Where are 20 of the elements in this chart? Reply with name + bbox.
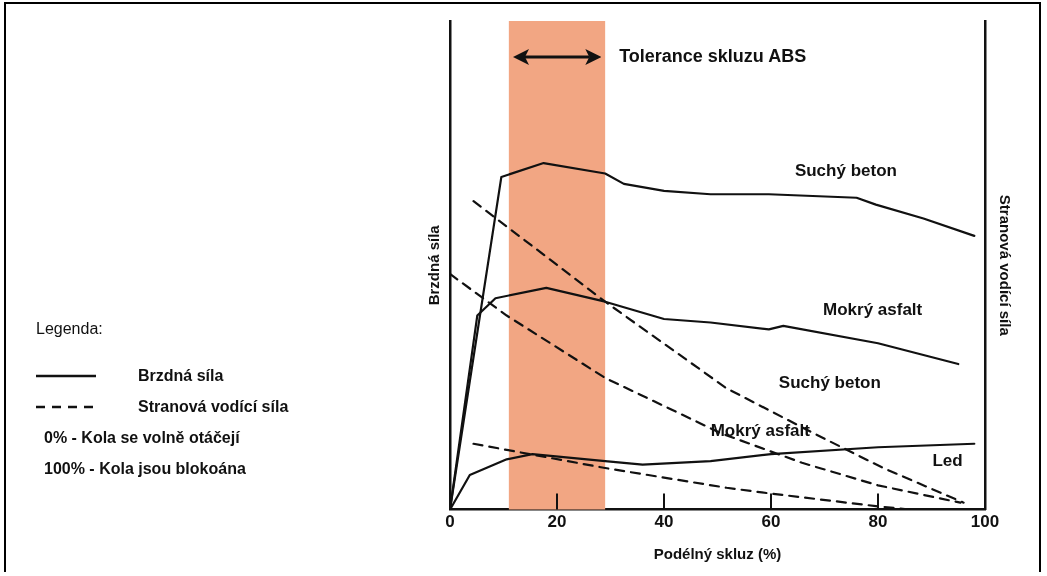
text: 0% - Kola se volně otáčejí [44, 428, 240, 447]
text: 100% - Kola jsou blokoána [44, 459, 246, 478]
x-tick-label: 40 [654, 512, 674, 532]
text: Stranová vodící síla [138, 397, 289, 416]
legend-title: Legenda: [36, 320, 104, 338]
series-label: Mokrý asfalt [710, 421, 811, 441]
x-tick-label: 0 [445, 512, 455, 532]
series-label: Mokrý asfalt [823, 299, 923, 319]
y2-axis-title: Stranová vodící síla [996, 194, 1014, 337]
series-label: Led [932, 451, 963, 471]
y-axis-title: Brzdná síla [425, 224, 443, 306]
band-label: Tolerance skluzu ABS [619, 46, 807, 67]
x-tick-label: 80 [868, 512, 888, 532]
series-label: Suchý beton [778, 373, 881, 393]
series-label: Suchý beton [794, 160, 897, 180]
x-tick-label: 100 [970, 512, 1000, 532]
x-axis-title: Podélný skluz (%) [653, 545, 782, 563]
x-tick-label: 60 [761, 512, 781, 532]
text: Brzdná síla [138, 366, 224, 385]
x-tick-label: 20 [547, 512, 567, 532]
